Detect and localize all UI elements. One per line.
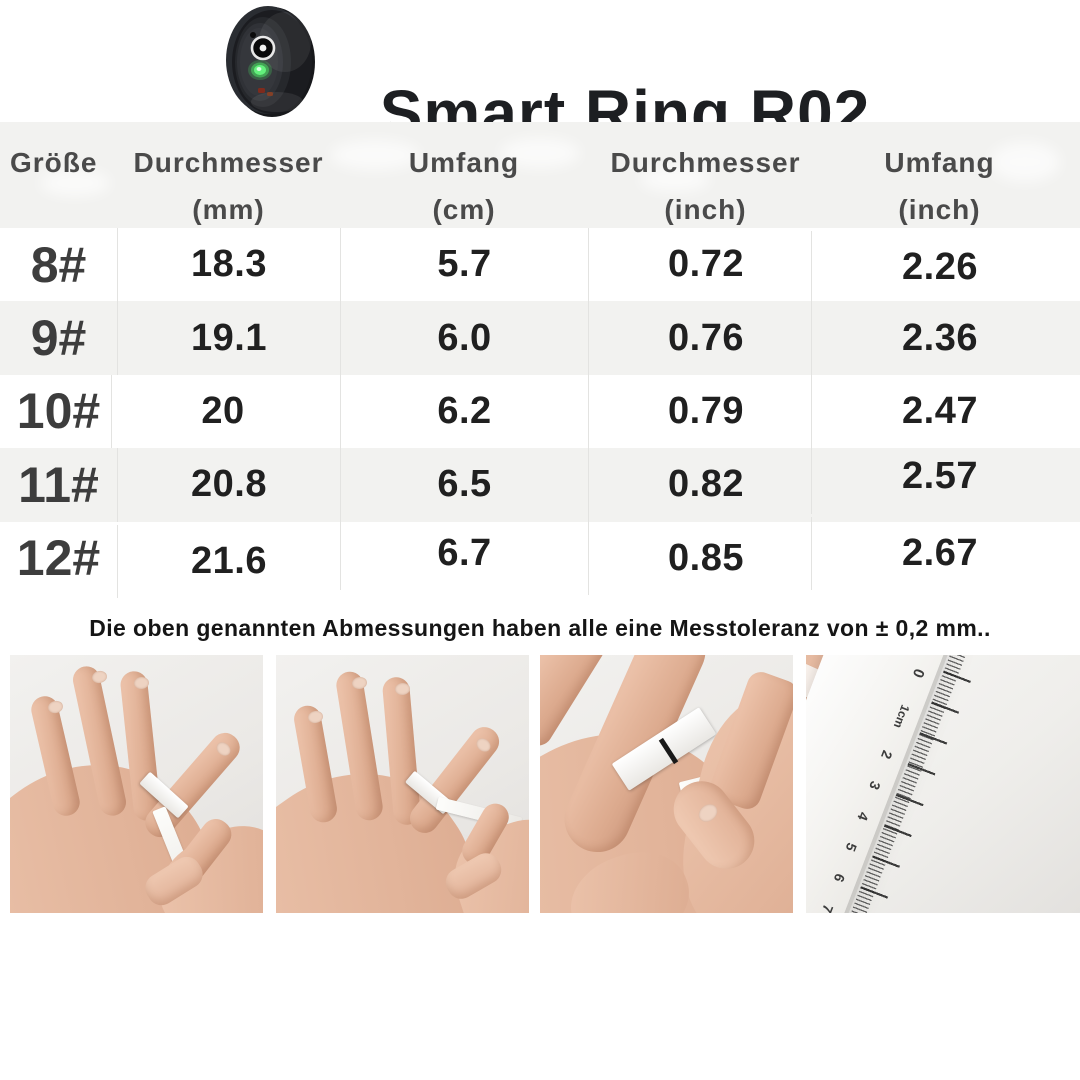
value-cell: 2.26 (811, 231, 1068, 305)
value-cell: 0.79 (588, 374, 823, 449)
size-table-header: Größe Durchmesser (mm) Umfang (cm) Durch… (0, 122, 1080, 228)
value-cell: 0.72 (588, 228, 823, 302)
table-row: 8# 18.3 5.7 0.72 2.26 (0, 228, 1080, 305)
ruler: 0 1cm 2 3 4 5 6 7 (806, 655, 1009, 913)
size-table: Größe Durchmesser (mm) Umfang (cm) Durch… (0, 122, 1080, 598)
value-cell: 2.47 (811, 374, 1068, 449)
col-header-umfang-cm: Umfang (cm) (408, 147, 520, 225)
size-label: 12# (16, 530, 101, 587)
value-cell: 6.7 (340, 516, 588, 590)
value-cell: 5.7 (340, 228, 588, 302)
value-cell: 6.0 (340, 301, 588, 375)
photo-measure-step-3 (540, 655, 793, 913)
value-cell: 2.57 (811, 440, 1068, 514)
ring-led-green (248, 60, 272, 80)
size-label: 9# (30, 310, 87, 367)
value-cell: 19.1 (117, 301, 340, 375)
table-row: 9# 19.1 6.0 0.76 2.36 (0, 301, 1080, 375)
ring-optical-sensor (250, 35, 276, 61)
value-cell: 6.2 (340, 374, 588, 449)
photo-measure-step-1 (10, 655, 263, 913)
value-cell: 20 (111, 374, 334, 449)
table-row: 12# 21.6 6.7 0.85 2.67 (0, 516, 1080, 598)
value-cell: 0.76 (588, 301, 823, 375)
size-label: 10# (16, 383, 101, 440)
ring-red-sensors (258, 88, 273, 96)
product-ring-image (225, 4, 317, 120)
value-cell: 21.6 (117, 524, 340, 598)
value-cell: 6.5 (340, 448, 588, 522)
table-row: 11# 20.8 6.5 0.82 2.57 (0, 440, 1080, 522)
value-cell: 18.3 (117, 228, 340, 302)
col-header-durchmesser-inch: Durchmesser (inch) (610, 147, 801, 225)
col-header-durchmesser-mm: Durchmesser (mm) (133, 147, 324, 225)
fingernail (351, 675, 368, 691)
smart-ring-illustration (226, 6, 315, 117)
value-cell: 0.85 (588, 521, 823, 595)
tolerance-note: Die oben genannten Abmessungen haben all… (89, 614, 991, 641)
value-cell: 0.82 (588, 448, 823, 522)
value-cell: 2.67 (811, 516, 1068, 590)
size-label: 8# (30, 236, 87, 293)
col-header-groesse: Größe (10, 147, 98, 178)
photo-measure-step-2 (276, 655, 529, 913)
value-cell: 20.8 (117, 448, 340, 522)
measurement-instruction-photos: 0 1cm 2 3 4 5 6 7 (0, 655, 1080, 913)
photo-measure-step-4: 0 1cm 2 3 4 5 6 7 (806, 655, 1080, 913)
header: Smart Ring R02 (0, 0, 1080, 149)
col-header-umfang-inch: Umfang (inch) (884, 147, 995, 225)
ring-aux-sensor (250, 32, 256, 38)
table-row: 10# 20 6.2 0.79 2.47 (0, 374, 1080, 449)
size-label: 11# (18, 456, 99, 513)
value-cell: 2.36 (811, 301, 1068, 375)
